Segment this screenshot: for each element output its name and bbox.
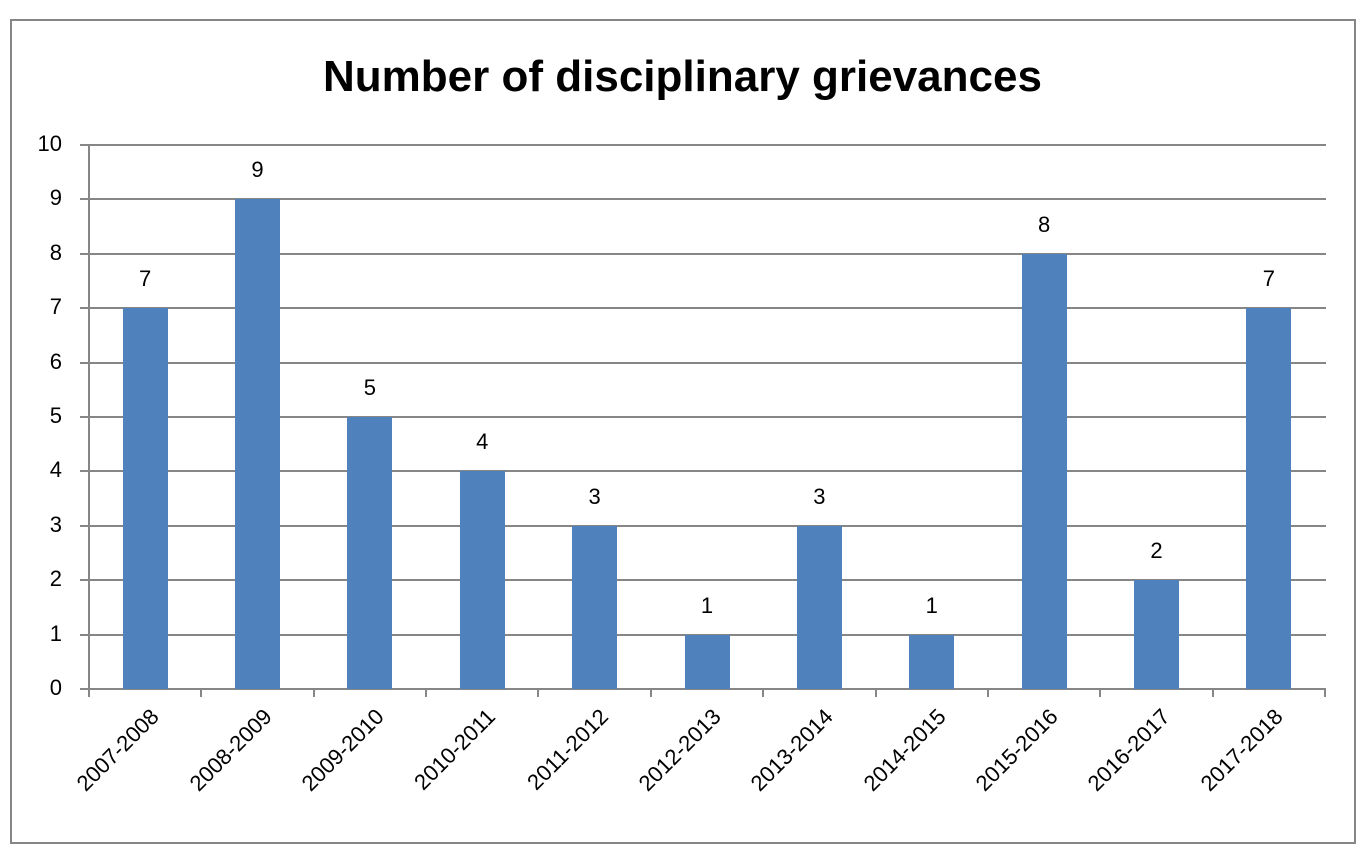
data-label: 7 xyxy=(1262,266,1275,292)
x-tick xyxy=(762,689,765,697)
gridline xyxy=(80,307,1326,310)
gridline xyxy=(80,144,1326,146)
data-label: 3 xyxy=(588,483,601,509)
data-label: 4 xyxy=(476,429,489,455)
bar-2013-2014 xyxy=(796,525,842,689)
y-tick-label: 0 xyxy=(49,675,62,700)
x-tick xyxy=(1211,689,1214,697)
y-tick-label: 10 xyxy=(37,131,62,156)
y-tick-label: 5 xyxy=(49,403,62,428)
y-tick-label: 8 xyxy=(49,239,62,265)
data-label: 7 xyxy=(139,266,152,292)
data-label: 9 xyxy=(251,157,264,183)
data-label: 2 xyxy=(1150,538,1163,564)
y-tick-label: 6 xyxy=(49,348,62,374)
y-tick-label: 1 xyxy=(49,620,62,646)
x-tick xyxy=(425,689,428,697)
x-tick xyxy=(986,689,989,697)
gridline xyxy=(80,688,1326,690)
bar-2008-2009 xyxy=(235,199,281,689)
x-tick xyxy=(312,689,315,697)
bar-2010-2011 xyxy=(459,471,505,689)
x-tick xyxy=(88,689,90,697)
gridline xyxy=(80,579,1326,582)
data-label: 8 xyxy=(1037,211,1051,237)
x-tick xyxy=(200,689,203,697)
bar-2007-2008 xyxy=(122,308,168,689)
data-label: 1 xyxy=(925,592,938,618)
gridline xyxy=(80,524,1326,527)
y-tick-label: 9 xyxy=(49,185,62,211)
y-tick-label: 3 xyxy=(49,511,62,537)
gridline xyxy=(80,252,1326,255)
x-tick xyxy=(649,689,652,697)
data-label: 1 xyxy=(700,592,714,618)
gridline xyxy=(80,198,1326,201)
chart-title: Number of disciplinary grievances xyxy=(323,52,1042,101)
gridline xyxy=(80,470,1326,473)
bar-2012-2013 xyxy=(684,634,730,689)
x-tick xyxy=(1324,689,1326,697)
x-tick xyxy=(1099,689,1102,697)
gridline xyxy=(80,416,1326,418)
bar-2009-2010 xyxy=(347,417,393,689)
y-axis xyxy=(88,145,90,690)
bar-2015-2016 xyxy=(1021,253,1067,689)
chart-frame xyxy=(10,19,1356,844)
bar-2011-2012 xyxy=(572,525,618,689)
x-tick xyxy=(874,689,877,697)
y-tick-label: 2 xyxy=(49,566,62,592)
y-tick-label: 7 xyxy=(49,294,62,320)
bar-2016-2017 xyxy=(1133,580,1179,689)
data-label: 3 xyxy=(813,483,826,509)
data-label: 5 xyxy=(363,375,377,400)
gridline xyxy=(80,361,1326,364)
x-tick xyxy=(537,689,540,697)
bar-2017-2018 xyxy=(1246,308,1292,689)
y-tick-label: 4 xyxy=(49,457,62,483)
bar-2014-2015 xyxy=(909,634,955,689)
